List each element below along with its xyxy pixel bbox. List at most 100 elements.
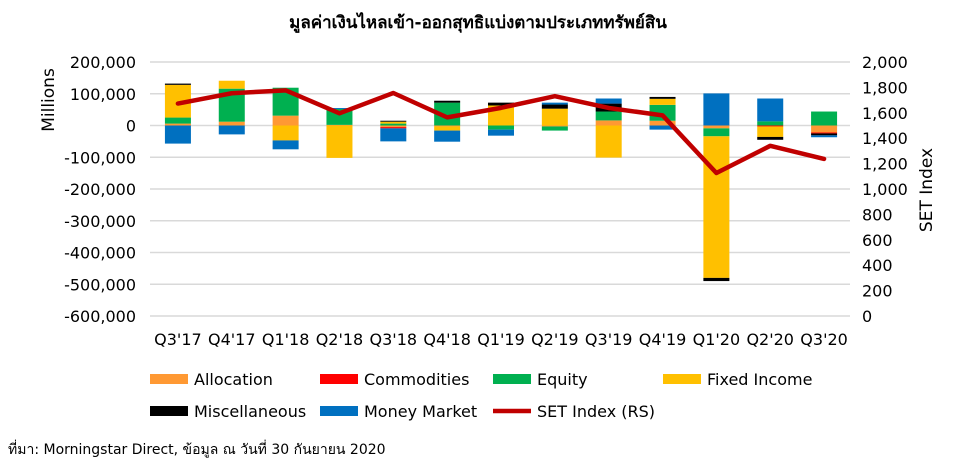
y-tick-label: 0 — [126, 117, 136, 136]
y-tick-label: -100,000 — [64, 148, 136, 167]
y-axis-label: Millions — [39, 68, 59, 132]
bar-money-market — [811, 135, 838, 138]
legend-label: Equity — [537, 370, 588, 389]
bar-commodities — [380, 127, 407, 129]
x-tick-label: Q3'18 — [370, 330, 418, 349]
legend-swatch-money-market — [320, 406, 358, 416]
x-tick-label: Q2'20 — [746, 330, 794, 349]
y-tick-label: -200,000 — [64, 180, 136, 199]
bar-fixed-income — [595, 125, 622, 158]
bar-fixed-income — [380, 121, 407, 124]
x-tick-label: Q3'19 — [585, 330, 633, 349]
bar-equity — [757, 121, 784, 126]
bar-money-market — [164, 125, 191, 144]
bar-miscellaneous — [164, 83, 191, 85]
bar-money-market — [703, 93, 730, 126]
legend-swatch-allocation — [150, 374, 188, 384]
x-tick-label: Q1'18 — [262, 330, 310, 349]
bar-equity — [434, 102, 461, 126]
x-tick-label: Q3'17 — [154, 330, 202, 349]
bar-commodities — [757, 125, 784, 127]
set-index-line — [175, 88, 827, 176]
legend-label: Allocation — [194, 370, 273, 389]
bar-allocation — [811, 125, 838, 133]
y2-tick-label: 2,000 — [862, 53, 908, 72]
y-tick-label: -400,000 — [64, 244, 136, 263]
y2-tick-label: 1,600 — [862, 104, 908, 123]
bar-allocation — [164, 123, 191, 126]
y2-tick-label: 1,800 — [862, 78, 908, 97]
bars — [164, 80, 838, 282]
bar-equity — [164, 117, 191, 124]
bar-fixed-income — [218, 80, 245, 89]
bar-fixed-income — [326, 125, 353, 158]
bar-allocation — [595, 120, 622, 126]
bar-miscellaneous — [434, 100, 461, 103]
bar-fixed-income — [434, 126, 461, 131]
bar-fixed-income — [541, 108, 568, 126]
y2-tick-label: 600 — [862, 231, 893, 250]
legend-label: Fixed Income — [707, 370, 812, 389]
x-tick-label: Q3'20 — [800, 330, 848, 349]
bar-money-market — [649, 125, 676, 130]
y2-tick-label: 1,400 — [862, 129, 908, 148]
bar-money-market — [272, 140, 299, 150]
legend-label: SET Index (RS) — [537, 402, 655, 421]
legend-label: Money Market — [364, 402, 477, 421]
source-note: ที่มา: Morningstar Direct, ข้อมูล ณ วันท… — [8, 440, 386, 458]
legend-swatch-fixed-income — [663, 374, 701, 384]
y2-tick-label: 1,200 — [862, 155, 908, 174]
bar-money-market — [757, 98, 784, 122]
bar-allocation — [272, 115, 299, 126]
bar-miscellaneous — [380, 120, 407, 122]
y2-tick-label: 200 — [862, 282, 893, 301]
bar-fixed-income — [757, 126, 784, 137]
bar-miscellaneous — [541, 104, 568, 109]
x-tick-label: Q4'19 — [639, 330, 687, 349]
y2-tick-label: 800 — [862, 205, 893, 224]
set-index-polyline — [175, 88, 827, 176]
bar-equity — [703, 128, 730, 137]
y-tick-label: 200,000 — [70, 53, 136, 72]
y2-tick-label: 0 — [862, 307, 872, 326]
bar-money-market — [434, 130, 461, 142]
bar-fixed-income — [649, 98, 676, 105]
bar-miscellaneous — [488, 102, 514, 106]
bar-miscellaneous — [757, 136, 784, 140]
bar-money-market — [595, 98, 622, 104]
gridlines — [150, 61, 850, 317]
y-tick-label: -600,000 — [64, 307, 136, 326]
bar-equity — [380, 123, 407, 126]
chart-title: มูลค่าเงินไหลเข้า-ออกสุทธิแบ่งตามประเภทท… — [289, 12, 667, 34]
bar-equity — [488, 125, 514, 130]
bar-commodities — [811, 132, 838, 134]
y-tick-label: 100,000 — [70, 85, 136, 104]
bar-allocation — [434, 125, 461, 127]
bar-allocation — [703, 125, 730, 129]
legend-swatch-miscellaneous — [150, 406, 188, 416]
y2-tick-label: 1,000 — [862, 180, 908, 199]
legend: Allocation Commodities Equity Fixed Income M… — [150, 370, 812, 421]
bar-money-market — [488, 129, 514, 136]
y-tick-label: -300,000 — [64, 212, 136, 231]
x-tick-label: Q2'18 — [316, 330, 364, 349]
bar-allocation — [649, 120, 676, 126]
x-tick-label: Q4'18 — [423, 330, 471, 349]
x-tick-label: Q4'17 — [208, 330, 256, 349]
x-tick-label: Q2'19 — [531, 330, 579, 349]
bar-money-market — [380, 128, 407, 142]
y2-tick-label: 400 — [862, 256, 893, 275]
bar-equity — [649, 104, 676, 121]
bar-allocation — [326, 124, 353, 126]
bar-allocation — [541, 125, 568, 127]
y2-axis-label: SET Index — [917, 148, 937, 232]
bar-allocation — [218, 121, 245, 126]
bar-allocation — [380, 125, 407, 128]
legend-swatch-commodities — [320, 374, 358, 384]
x-tick-label: Q1'19 — [477, 330, 525, 349]
bar-money-market — [326, 108, 353, 109]
bar-equity — [541, 126, 568, 131]
bar-money-market — [218, 125, 245, 135]
bar-equity — [595, 111, 622, 121]
